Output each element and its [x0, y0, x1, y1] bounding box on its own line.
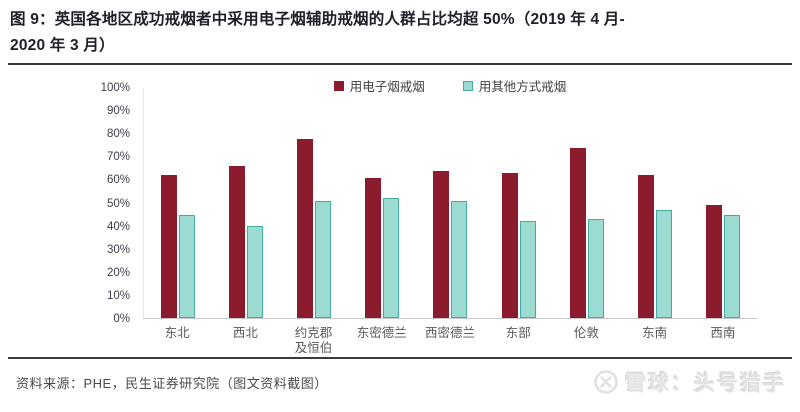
x-category-label: 西北 — [232, 326, 258, 340]
bar-group — [553, 88, 621, 318]
footer-divider — [8, 357, 792, 359]
x-category-label: 伦敦 — [573, 326, 599, 340]
legend-swatch-icon — [462, 80, 473, 91]
bar-ecig — [501, 173, 518, 318]
bar-other — [315, 200, 332, 318]
bar-ecig — [433, 170, 450, 318]
y-tick-label: 90% — [106, 105, 130, 118]
bar-other — [247, 226, 264, 318]
xueqiu-logo-icon — [593, 369, 619, 395]
x-category-label: 东部 — [505, 326, 531, 340]
y-tick-label: 40% — [106, 220, 130, 233]
watermark-text: 雪球：头号猎手 — [625, 372, 786, 395]
legend-item: 用其他方式戒烟 — [462, 76, 567, 95]
x-category-label: 东北 — [164, 326, 190, 340]
bar-ecig — [569, 147, 586, 318]
watermark: 雪球：头号猎手 — [593, 367, 786, 397]
y-tick-label: 10% — [106, 289, 130, 302]
y-tick-label: 100% — [100, 82, 130, 94]
y-tick-label: 30% — [106, 243, 130, 256]
bar-other — [587, 219, 604, 318]
bar-ecig — [705, 205, 722, 318]
y-tick-label: 0% — [113, 313, 130, 325]
bar-other — [383, 198, 400, 318]
figure-title-line2: 2020 年 3 月） — [10, 37, 115, 54]
plot-area — [143, 88, 757, 319]
footer: 资料来源：PHE，民生证券研究院（图文资料截图） 雪球：头号猎手 — [0, 359, 800, 397]
bar-ecig — [365, 177, 382, 318]
legend-item: 用电子烟戒烟 — [333, 76, 425, 95]
legend-label: 用其他方式戒烟 — [478, 80, 567, 94]
legend-swatch-icon — [333, 80, 344, 91]
bar-group — [485, 88, 553, 318]
y-axis-labels: 100% 90% 80% 70% 60% 50% 40% 30% 20% 10% 0% — [88, 82, 136, 325]
bar-other — [655, 209, 672, 318]
x-axis-labels: 东北 西北 约克郡 及恒伯 东密德兰 西密德兰 东部 伦敦 东南 西南 — [143, 326, 757, 356]
figure-title-line1: 图 9：英国各地区成功戒烟者中采用电子烟辅助戒烟的人群占比均超 50%（2019… — [10, 11, 625, 28]
bar-group — [621, 88, 689, 318]
y-tick-label: 70% — [106, 151, 130, 164]
bar-other — [519, 221, 536, 318]
bar-ecig — [637, 175, 654, 318]
source-text: 资料来源：PHE，民生证券研究院（图文资料截图） — [16, 375, 328, 391]
x-category-label: 约克郡 及恒伯 — [294, 326, 333, 355]
chart-region: 用电子烟戒烟 用其他方式戒烟 100% 90% 80% 70% 60% 50% 40% 30% 2… — [0, 65, 800, 356]
bar-other — [451, 200, 468, 318]
figure-title: 图 9：英国各地区成功戒烟者中采用电子烟辅助戒烟的人群占比均超 50%（2019… — [0, 0, 800, 59]
y-tick-label: 50% — [106, 197, 130, 210]
bar-ecig — [229, 166, 246, 318]
bar-group — [280, 88, 348, 318]
bar-other — [723, 214, 740, 318]
title-divider — [8, 63, 792, 65]
bar-ecig — [297, 138, 314, 318]
x-category-label: 西密德兰 — [424, 326, 475, 340]
bar-group — [416, 88, 484, 318]
bar-ecig — [161, 175, 178, 318]
x-category-label: 西南 — [710, 326, 736, 340]
y-tick-label: 60% — [106, 174, 130, 187]
legend: 用电子烟戒烟 用其他方式戒烟 — [143, 76, 757, 95]
bar-group — [144, 88, 212, 318]
bar-group — [212, 88, 280, 318]
bar-group — [689, 88, 757, 318]
bar-group — [348, 88, 416, 318]
y-tick-label: 80% — [106, 128, 130, 141]
bar-other — [179, 214, 196, 318]
x-category-label: 东密德兰 — [356, 326, 407, 340]
y-tick-label: 20% — [106, 266, 130, 279]
page-root: 图 9：英国各地区成功戒烟者中采用电子烟辅助戒烟的人群占比均超 50%（2019… — [0, 0, 800, 397]
x-category-label: 东南 — [642, 326, 668, 340]
legend-label: 用电子烟戒烟 — [349, 80, 425, 94]
